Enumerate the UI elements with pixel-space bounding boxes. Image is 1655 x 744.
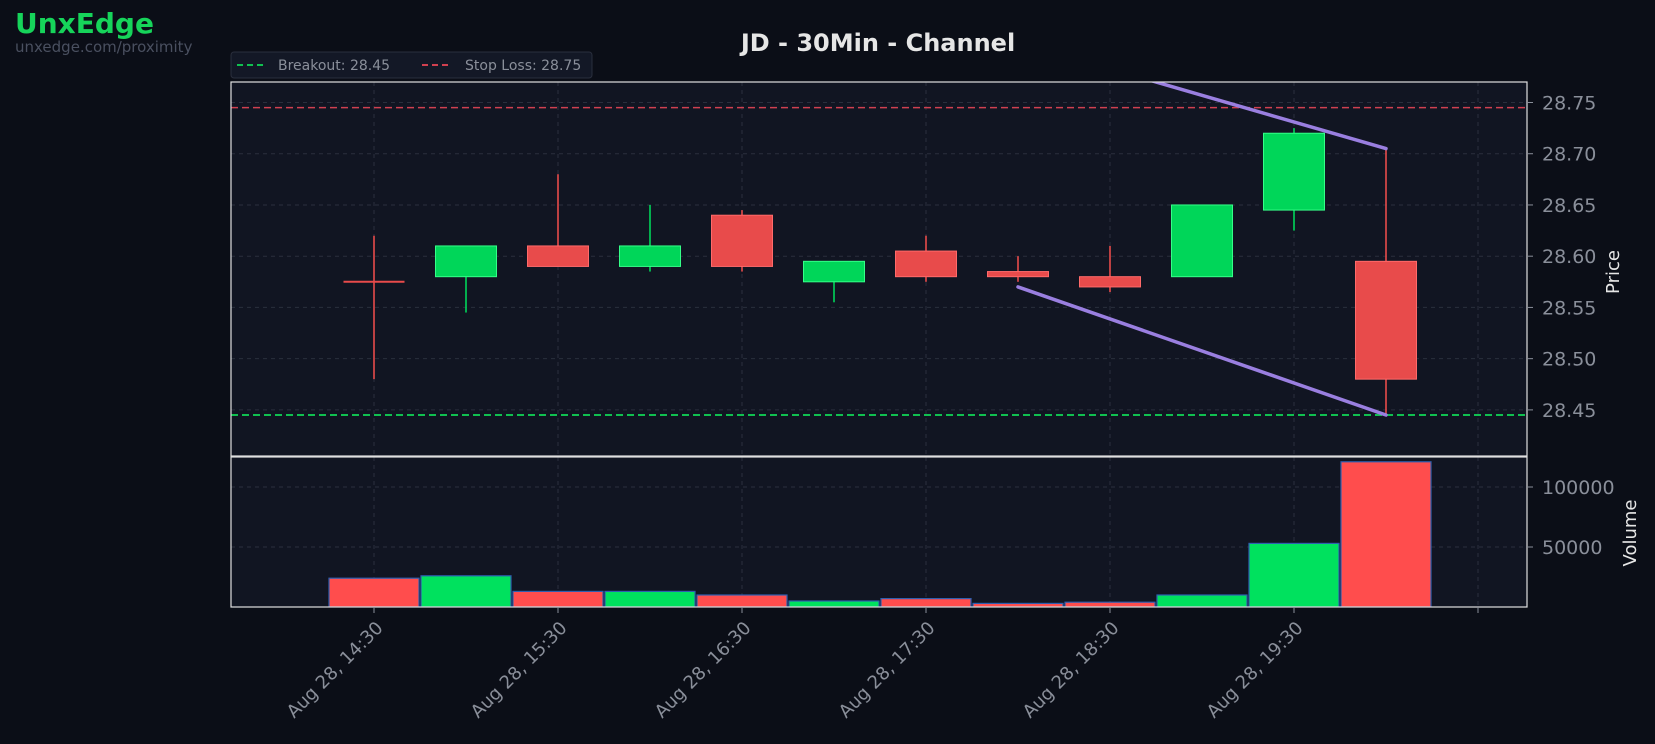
levels (231, 106, 1527, 417)
time-tick-label: Aug 28, 18:30 (1019, 618, 1124, 723)
volume-bar (880, 597, 972, 607)
price-axis-label: Price (1603, 250, 1624, 294)
candle-body (1263, 132, 1325, 211)
volume-panel-border (230, 456, 1528, 608)
legend: Breakout: 28.45 Stop Loss: 28.75 (230, 51, 593, 79)
volume-bar (604, 590, 696, 607)
price-tick-label: 28.55 (1542, 297, 1596, 319)
price-tick-label: 28.70 (1542, 144, 1596, 166)
candles (343, 128, 1417, 416)
candle-body (1079, 276, 1141, 288)
candle-body (435, 245, 497, 278)
candle-body (1355, 260, 1417, 380)
price-tick-label: 28.75 (1542, 92, 1596, 114)
candle-body (527, 245, 589, 267)
time-tick-label: Aug 28, 19:30 (1203, 618, 1308, 723)
channel-line (1016, 285, 1388, 417)
candle-body (619, 245, 681, 267)
volume-bar (1156, 594, 1248, 607)
volume-bar (788, 600, 880, 607)
legend-breakout-label: Breakout: 28.45 (278, 58, 390, 74)
volume-tick-label: 100000 (1542, 477, 1615, 499)
candle-body (895, 250, 957, 278)
candle-body (987, 271, 1049, 278)
price-tick-label: 28.60 (1542, 246, 1596, 268)
channel-line (1149, 82, 1388, 151)
candle-body (711, 214, 773, 267)
volume-bar (512, 590, 604, 607)
price-tick-label: 28.50 (1542, 349, 1596, 371)
channel-lines (1016, 82, 1388, 417)
brand-url: unxedge.com/proximity (15, 38, 193, 56)
volume-bars (328, 461, 1432, 607)
volume-axis-label: Volume (1620, 500, 1641, 567)
time-tick-label: Aug 28, 17:30 (835, 618, 940, 723)
volume-bar (328, 577, 420, 607)
time-tick-label: Aug 28, 15:30 (467, 618, 572, 723)
price-panel-border (230, 81, 1528, 457)
volume-bar (420, 575, 512, 607)
brand-logo: UnxEdge (15, 7, 154, 40)
time-tick-label: Aug 28, 14:30 (283, 618, 388, 723)
candle-body (1171, 204, 1233, 278)
chart-title: JD - 30Min - Channel (739, 29, 1015, 57)
volume-bar (1340, 461, 1432, 607)
legend-box (230, 51, 593, 79)
volume-bar (1248, 542, 1340, 607)
volume-tick-label: 50000 (1542, 537, 1602, 559)
volume-bar (972, 602, 1064, 607)
candle-body (803, 260, 865, 283)
volume-bar (696, 594, 788, 607)
price-tick-label: 28.65 (1542, 195, 1596, 217)
legend-stop-loss-label: Stop Loss: 28.75 (465, 58, 581, 74)
price-panel (231, 82, 1527, 456)
time-tick-label: Aug 28, 16:30 (651, 618, 756, 723)
volume-bar (1064, 601, 1156, 607)
price-tick-label: 28.45 (1542, 400, 1596, 422)
